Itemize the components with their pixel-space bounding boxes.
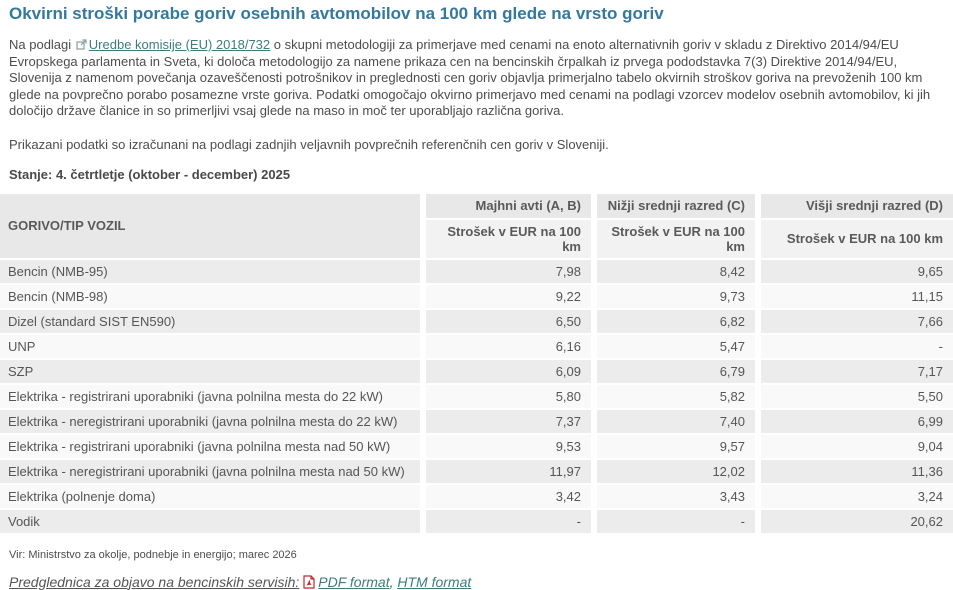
cost-value: 6,50 (420, 307, 591, 333)
column-header-upper-mid-class: Višji srednji razred (D) (755, 193, 953, 218)
table-row: UNP 6,16 5,47- (0, 332, 953, 358)
cost-value: 7,17 (755, 357, 953, 383)
subheader-cost-eur-100km: Strošek v EUR na 100 km (591, 217, 755, 258)
table-row: Bencin (NMB-98) 9,22 9,73 11,15 (0, 282, 953, 308)
table-row: Bencin (NMB-95) 7,98 8,42 9,65 (0, 257, 953, 283)
fuel-type-label: Bencin (NMB-95) (0, 257, 420, 283)
fuel-type-label: Vodik (0, 507, 420, 533)
table-row: Dizel (standard SIST EN590) 6,50 6,82 7,66 (0, 307, 953, 333)
cost-value: 8,42 (591, 257, 755, 283)
cost-value: 9,53 (420, 432, 591, 458)
column-header-lower-mid-class: Nižji srednji razred (C) (591, 193, 755, 218)
cost-value: 5,82 (591, 382, 755, 408)
source-note: Vir: Ministrstvo za okolje, podnebje in … (9, 548, 297, 561)
cost-value: 5,47 (591, 332, 755, 358)
table-row: SZP 6,09 6,79 7,17 (0, 357, 953, 383)
cost-value: 7,98 (420, 257, 591, 283)
cost-value: 9,73 (591, 282, 755, 308)
subheader-cost-eur-100km: Strošek v EUR na 100 km (420, 217, 591, 258)
cost-value: 9,57 (591, 432, 755, 458)
pdf-format-link[interactable]: PDF format (318, 573, 390, 590)
cost-value: 7,37 (420, 407, 591, 433)
table-row: Vodik - -20,62 (0, 507, 953, 533)
downloads-label: Predglednica za objavo na bencinskih ser… (9, 573, 300, 590)
external-link-icon (75, 37, 89, 52)
cost-value: 11,15 (755, 282, 953, 308)
cost-value: 6,16 (420, 332, 591, 358)
fuel-table-body: Bencin (NMB-95) 7,98 8,42 9,65 Bencin (NMB-9… (0, 257, 953, 533)
cost-value: 5,50 (755, 382, 953, 408)
fuel-type-label: Bencin (NMB-98) (0, 282, 420, 308)
cost-value: - (420, 507, 591, 533)
page: Okvirni stroški porabe goriv osebnih avt… (0, 4, 953, 590)
cost-value: 7,66 (755, 307, 953, 333)
table-row: Elektrika - neregistrirani uporabniki (j… (0, 457, 953, 483)
column-header-small-cars: Majhni avti (A, B) (420, 193, 591, 218)
cost-value: 9,04 (755, 432, 953, 458)
table-row: Elektrika - registrirani uporabniki (jav… (0, 432, 953, 458)
fuel-type-label: SZP (0, 357, 420, 383)
cost-value: 6,82 (591, 307, 755, 333)
table-row: Elektrika - neregistrirani uporabniki (j… (0, 407, 953, 433)
subheader-cost-eur-100km: Strošek v EUR na 100 km (755, 217, 953, 258)
cost-value: 9,65 (755, 257, 953, 283)
cost-value: 3,42 (420, 482, 591, 508)
fuel-type-label: Elektrika - neregistrirani uporabniki (j… (0, 457, 420, 483)
pdf-icon (299, 574, 318, 590)
table-row: Elektrika (polnenje doma) 3,42 3,43 3,24 (0, 482, 953, 508)
fuel-type-label: Elektrika - neregistrirani uporabniki (j… (0, 407, 420, 433)
status-line: Stanje: 4. četrtletje (oktober - decembe… (9, 166, 291, 182)
cost-value: 12,02 (591, 457, 755, 483)
fuel-type-label: Elektrika (polnenje doma) (0, 482, 420, 508)
cost-value: 3,24 (755, 482, 953, 508)
intro-rest: o skupni metodologiji za primerjave med … (9, 37, 931, 118)
cost-value: 6,79 (591, 357, 755, 383)
note-paragraph: Prikazani podatki so izračunani na podla… (9, 136, 609, 152)
cost-value: 20,62 (755, 507, 953, 533)
cost-value: - (591, 507, 755, 533)
downloads-line: Predglednica za objavo na bencinskih ser… (0, 574, 953, 590)
cost-value: 6,99 (755, 407, 953, 433)
page-title: Okvirni stroški porabe goriv osebnih avt… (9, 4, 664, 23)
cost-value: 11,36 (755, 457, 953, 483)
cost-value: 5,80 (420, 382, 591, 408)
intro-prefix: Na podlagi (9, 37, 75, 52)
cost-value: 3,43 (591, 482, 755, 508)
fuel-type-label: UNP (0, 332, 420, 358)
fuel-type-label: Elektrika - registrirani uporabniki (jav… (0, 382, 420, 408)
header-row-units: Strošek v EUR na 100 km Strošek v EUR na… (0, 217, 953, 258)
fuel-cost-table: GORIVO/TIP VOZIL Majhni avti (A, B) Nižj… (0, 193, 953, 533)
table-row: Elektrika - registrirani uporabniki (jav… (0, 382, 953, 408)
fuel-type-label: Elektrika - registrirani uporabniki (jav… (0, 432, 420, 458)
cost-value: - (755, 332, 953, 358)
cost-value: 9,22 (420, 282, 591, 308)
column-header-fuel-type: GORIVO/TIP VOZIL (0, 193, 420, 258)
header-row-groups: GORIVO/TIP VOZIL Majhni avti (A, B) Nižj… (0, 193, 953, 258)
regulation-link[interactable]: Uredbe komisije (EU) 2018/732 (88, 37, 271, 52)
cost-value: 6,09 (420, 357, 591, 383)
intro-paragraph: Na podlagi Uredbe komisije (EU) 2018/732… (0, 37, 953, 120)
cost-value: 7,40 (591, 407, 755, 433)
fuel-type-label: Dizel (standard SIST EN590) (0, 307, 420, 333)
cost-value: 11,97 (420, 457, 591, 483)
htm-format-link[interactable]: HTM format (397, 573, 472, 590)
